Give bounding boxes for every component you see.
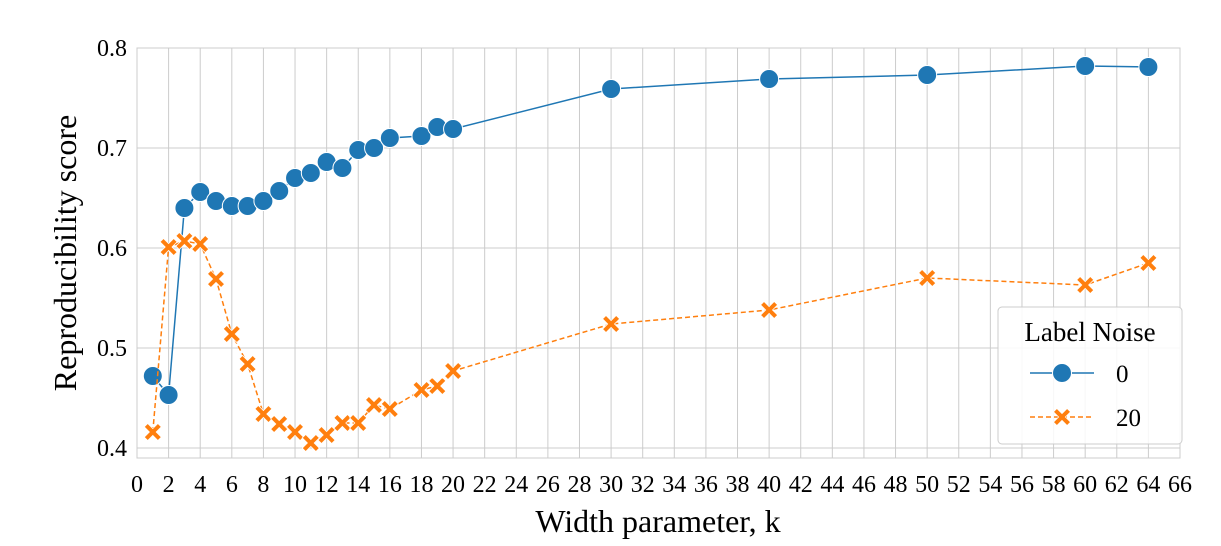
x-axis: 0 2 4 6 8 10 12 14 16 18 20 22 24 26 28 30 32 34 36 38 40 42 4… [131,472,1192,498]
data-point [222,324,241,344]
x-tick-label: 26 [536,472,560,498]
legend-label-1: 20 [1116,405,1141,432]
x-tick-label: 48 [884,472,908,498]
legend-marker-0 [1052,363,1072,383]
data-point [159,237,178,257]
x-tick-label: 34 [662,472,686,498]
data-point [444,361,463,381]
data-point [1139,253,1158,273]
plot-frame [136,47,1181,459]
x-tick-label: 66 [1168,472,1192,498]
legend-box [997,306,1183,445]
x-tick-label: 28 [567,472,591,498]
data-point [918,268,937,288]
data-point [270,414,289,434]
x-tick-label: 36 [694,472,718,498]
x-tick-label: 50 [915,472,939,498]
y-axis: 0.4 0.5 0.6 0.7 0.8 [97,36,127,462]
data-point [143,422,162,442]
data-point [428,376,447,396]
legend: Label Noise 0 20 [997,306,1183,445]
y-tick-label: 0.4 [97,436,127,462]
data-point [191,234,210,254]
x-tick-label: 18 [409,472,433,498]
data-point [602,314,621,334]
data-point [917,65,938,85]
data-point [238,354,257,374]
legend-label-0: 0 [1116,361,1129,388]
data-point [601,79,622,99]
data-point [349,413,368,433]
x-tick-label: 20 [441,472,465,498]
data-point [142,366,163,386]
data-point [190,182,211,202]
data-point [1138,57,1159,77]
data-point [1075,56,1096,76]
x-tick-label: 46 [852,472,876,498]
x-tick-label: 24 [504,472,528,498]
data-point [174,198,195,218]
x-tick-label: 52 [947,472,971,498]
x-tick-label: 12 [315,472,339,498]
x-tick-label: 62 [1105,472,1129,498]
x-tick-label: 54 [978,472,1002,498]
x-tick-label: 30 [599,472,623,498]
legend-marker-1 [1052,407,1072,427]
data-point [317,425,336,445]
y-tick-label: 0.7 [97,136,127,162]
x-tick-label: 4 [194,472,206,498]
data-point [411,126,432,146]
x-tick-label: 58 [1042,472,1066,498]
x-tick-label: 6 [226,472,238,498]
data-point [332,158,353,178]
data-point [158,385,179,405]
data-point [300,163,321,183]
x-tick-label: 64 [1136,472,1160,498]
x-tick-label: 40 [757,472,781,498]
y-tick-label: 0.6 [97,236,127,262]
data-point [253,191,274,211]
data-point [175,231,194,251]
data-point [380,399,399,419]
legend-title: Label Noise [1024,317,1155,347]
data-point [364,138,385,158]
data-point [412,380,431,400]
data-point [206,269,226,289]
data-point [301,433,320,453]
x-tick-label: 32 [631,472,655,498]
data-series [142,56,1159,453]
y-tick-label: 0.5 [97,336,127,362]
x-tick-label: 14 [346,472,370,498]
data-point [759,69,780,89]
x-tick-label: 42 [789,472,813,498]
x-tick-label: 44 [820,472,844,498]
x-tick-label: 8 [257,472,269,498]
x-tick-label: 10 [283,472,307,498]
data-point [364,395,384,415]
data-point [269,181,290,201]
data-point [379,128,400,148]
series-20 [143,231,1158,453]
x-tick-label: 22 [473,472,497,498]
y-tick-label: 0.8 [97,36,127,62]
data-point [1076,275,1095,295]
x-tick-label: 16 [378,472,402,498]
x-tick-label: 2 [163,472,175,498]
x-tick-label: 60 [1073,472,1097,498]
x-tick-label: 0 [131,472,143,498]
y-axis-title: Reproducibility score [47,115,83,391]
data-point [443,119,464,139]
data-point [760,300,779,320]
x-tick-label: 38 [726,472,750,498]
x-axis-title: Width parameter, k [535,503,780,539]
x-tick-label: 56 [1010,472,1034,498]
